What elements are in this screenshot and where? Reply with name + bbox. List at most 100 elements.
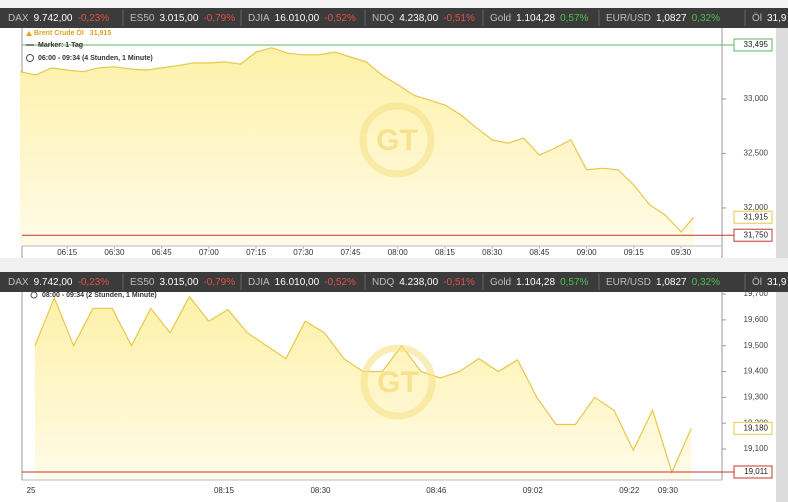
ticker-value: 1.104,28 [516, 13, 555, 24]
ticker-value: 1,0827 [656, 13, 687, 24]
legend-value: 31,915 [90, 30, 112, 37]
ticker-bar [0, 8, 788, 28]
ticker-value: 3.015,00 [159, 13, 198, 24]
x-tick-label: 07:00 [199, 248, 220, 257]
x-tick-label: 06:45 [152, 248, 173, 257]
watermark: GT GT [359, 102, 436, 420]
x-tick-label: 08:00 [388, 248, 409, 257]
ticker-name: ES50 [130, 277, 155, 288]
legend-name: Brent Crude Öl [34, 28, 84, 37]
ticker-item: EUR/USD 1,0827 0,32% [606, 13, 720, 24]
ticker-name: Gold [490, 13, 511, 24]
ticker-name: Gold [490, 277, 511, 288]
ticker-value: 9.742,00 [34, 277, 73, 288]
x-tick-label: 06:30 [104, 248, 125, 257]
ticker-item: DJIA 16.010,00 -0,52% [248, 13, 356, 24]
y-tick-label: 19,100 [744, 444, 769, 453]
ticker-value: 9.742,00 [34, 13, 73, 24]
reference-label: 31,750 [744, 230, 769, 239]
x-tick-label: 08:30 [310, 486, 331, 495]
ticker-change: -0,51% [443, 277, 475, 288]
current-price-box [733, 421, 773, 435]
ticker-item: NDQ 4.238,00 -0,51% [372, 13, 475, 24]
ticker-value: 4.238,00 [399, 277, 438, 288]
ticker-name: EUR/USD [606, 277, 651, 288]
ticker-name: DAX [8, 277, 29, 288]
x-tick-label: 09:22 [619, 486, 640, 495]
ticker-change: -0,52% [324, 277, 356, 288]
ticker-item: ES50 3.015,00 -0,79% [130, 13, 235, 24]
x-tick-label: 09:02 [523, 486, 544, 495]
legend-icon [26, 31, 32, 36]
ticker-name: Öl [752, 276, 762, 288]
x-tick-label: 08:45 [529, 248, 550, 257]
ticker-change: -0,23% [78, 277, 110, 288]
ticker-value: 16.010,00 [275, 277, 320, 288]
y-tick-label: 19,600 [744, 315, 769, 324]
ticker-change: 0,57% [560, 13, 588, 24]
ticker-value: 31,9 [767, 13, 787, 24]
reference-box [733, 38, 773, 52]
ticker-item: Gold 1.104,28 0,57% [490, 277, 589, 288]
ticker-item: ES50 3.015,00 -0,79% [130, 277, 235, 288]
ticker-change: 0,32% [692, 277, 720, 288]
clock-icon [26, 54, 34, 62]
ticker-value: 1,0827 [656, 277, 687, 288]
y-tick-label: 32,000 [744, 203, 769, 212]
ticker-name: DAX [8, 13, 29, 24]
ticker-item: Öl 31,9 [752, 276, 787, 288]
x-tick-label: 07:15 [246, 248, 267, 257]
reference-label: 19,011 [744, 467, 768, 476]
y-tick-label: 19,400 [744, 367, 769, 376]
ticker-item: Gold 1.104,28 0,57% [490, 13, 589, 24]
reference-box [733, 465, 773, 479]
ticker-bar [0, 272, 788, 292]
ticker-change: 0,32% [692, 13, 720, 24]
ticker-change: -0,23% [78, 13, 110, 24]
chart-subtitle: 08:00 - 09:34 (2 Stunden, 1 Minute) [42, 292, 157, 299]
x-tick-label: 25 [27, 486, 36, 495]
x-tick-label: 09:15 [624, 248, 645, 257]
current-price-label: 31,915 [744, 212, 769, 221]
ticker-item: NDQ 4.238,00 -0,51% [372, 277, 475, 288]
legend-series: Brent Crude Öl 31,915 [34, 28, 111, 37]
area-fill [20, 47, 694, 247]
x-tick-label: 07:45 [341, 248, 362, 257]
y-tick-label: 32,500 [744, 149, 769, 158]
x-tick-label: 06:15 [57, 248, 78, 257]
content: DAX 9.742,00 -0,23% ES50 3.015,00 -0,79% DJIA 1… [8, 10, 787, 495]
x-tick-label: 09:30 [658, 486, 679, 495]
reference-box [733, 228, 773, 242]
ticker-item: EUR/USD 1,0827 0,32% [606, 277, 720, 288]
ticker-name: DJIA [248, 13, 270, 24]
ticker-name: NDQ [372, 13, 394, 24]
y-tick-label: 33,000 [744, 94, 769, 103]
x-tick-label: 08:15 [435, 248, 456, 257]
ticker-value: 3.015,00 [159, 277, 198, 288]
ticker-change: 0,57% [560, 277, 588, 288]
x-tick-label: 08:15 [214, 486, 235, 495]
ticker-name: EUR/USD [606, 13, 651, 24]
current-price-box [733, 210, 773, 224]
x-tick-label: 09:00 [577, 248, 598, 257]
ticker-value: 4.238,00 [399, 13, 438, 24]
ticker-change: -0,51% [443, 13, 475, 24]
ticker-change: -0,79% [203, 277, 235, 288]
clock-icon [30, 291, 38, 299]
separator [0, 258, 788, 272]
y-tick-label: 19,700 [744, 289, 769, 298]
ticker-change: -0,52% [324, 13, 356, 24]
x-tick-label: 08:46 [426, 486, 447, 495]
chart-subtitle: 06:00 - 09:34 (4 Stunden, 1 Minute) [38, 55, 153, 62]
ticker-name: ES50 [130, 13, 155, 24]
ticker-item: DJIA 16.010,00 -0,52% [248, 277, 356, 288]
legend-marker: Marker: 1 Tag [38, 42, 83, 49]
ticker-value: 16.010,00 [275, 13, 320, 24]
ticker-name: NDQ [372, 277, 394, 288]
ticker-change: -0,79% [203, 13, 235, 24]
y-tick-label: 19,300 [744, 392, 769, 401]
x-tick-label: 08:30 [482, 248, 503, 257]
ticker-item: DAX 9.742,00 -0,23% [8, 277, 109, 288]
ticker-item: DAX 9.742,00 -0,23% [8, 13, 109, 24]
